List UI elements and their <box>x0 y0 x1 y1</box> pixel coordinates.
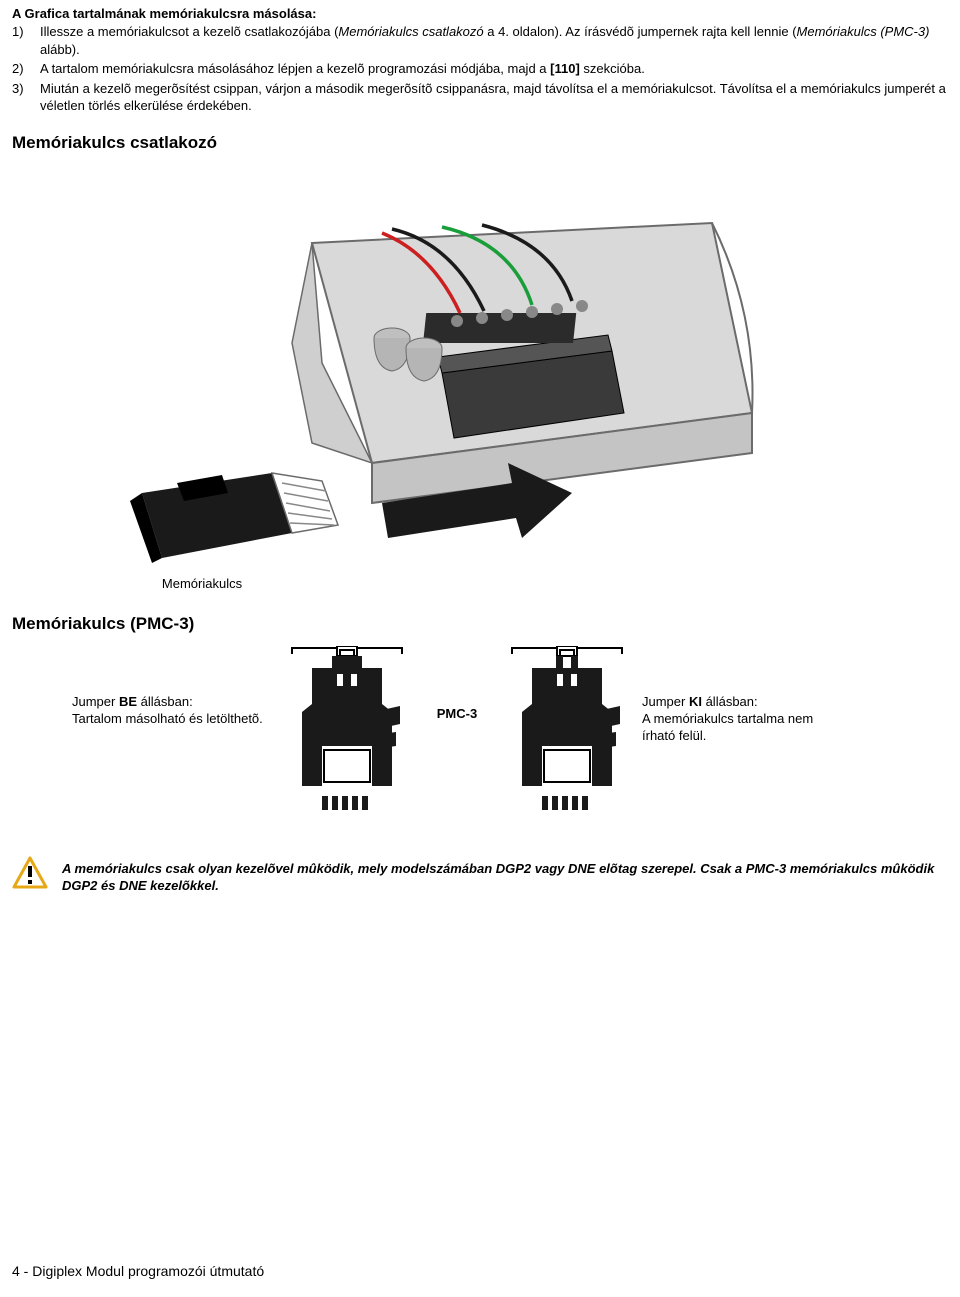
pin-slot <box>337 674 343 686</box>
screw <box>501 309 513 321</box>
text-fragment: állásban: <box>137 694 193 709</box>
pmc-body <box>302 656 400 786</box>
section-heading-connector: Memóriakulcs csatlakozó <box>12 133 948 153</box>
step-text: Illessze a memóriakulcsot a kezelõ csatl… <box>40 23 948 58</box>
connector-diagram: Memóriakulcs <box>12 163 948 596</box>
warning-icon <box>12 856 48 890</box>
pmc-top <box>532 668 602 704</box>
pmc-inner <box>544 750 590 782</box>
pin <box>322 796 328 810</box>
text-italic: Memóriakulcs csatlakozó <box>338 24 483 39</box>
pmc-left-line1: Jumper BE állásban: <box>72 694 272 711</box>
warning-bang-dot <box>28 880 32 884</box>
pmc-notch-r2 <box>382 732 396 748</box>
text-fragment: A tartalom memóriakulcsra másolásához lé… <box>40 61 550 76</box>
step-3: 3) Miután a kezelõ megerõsítést csippan,… <box>12 80 948 115</box>
text-bold: KI <box>689 694 702 709</box>
pin-slot <box>557 674 563 686</box>
step-1: 1) Illessze a memóriakulcsot a kezelõ cs… <box>12 23 948 58</box>
text-fragment: Jumper <box>642 694 689 709</box>
pmc-left-text: Jumper BE állásban: Tartalom másolható é… <box>72 646 272 728</box>
jumper-on <box>332 656 362 676</box>
screw <box>451 315 463 327</box>
memory-key <box>130 473 338 563</box>
screw <box>476 312 488 324</box>
page-title: A Grafica tartalmának memóriakulcsra más… <box>12 6 948 21</box>
bracket-left <box>512 648 557 654</box>
bracket-top <box>292 646 402 656</box>
screw <box>551 303 563 315</box>
pin <box>562 796 568 810</box>
pin <box>352 796 358 810</box>
pmc-right-line1: Jumper KI állásban: <box>642 694 842 711</box>
text-fragment: a 4. oldalon). Az írásvédõ jumpernek raj… <box>484 24 797 39</box>
connector-svg: Memóriakulcs <box>12 163 772 593</box>
pin <box>582 796 588 810</box>
pmc-inner <box>324 750 370 782</box>
pin <box>552 796 558 810</box>
bracket-right <box>577 648 622 654</box>
pmc-left-line2: Tartalom másolható és letölthetõ. <box>72 711 272 728</box>
step-2: 2) A tartalom memóriakulcsra másolásához… <box>12 60 948 78</box>
pmc-left-svg <box>282 646 412 826</box>
text-fragment: állásban: <box>702 694 758 709</box>
text-fragment: szekcióba. <box>580 61 645 76</box>
screw <box>526 306 538 318</box>
text-italic: Memóriakulcs (PMC-3) <box>797 24 930 39</box>
pin <box>362 796 368 810</box>
step-number: 1) <box>12 23 40 58</box>
screw <box>576 300 588 312</box>
step-number: 3) <box>12 80 40 115</box>
pin-exposed <box>571 656 578 672</box>
section-heading-pmc3: Memóriakulcs (PMC-3) <box>12 614 948 634</box>
pin-slot <box>571 674 577 686</box>
bracket-left <box>292 648 337 654</box>
pmc-right-text: Jumper KI állásban: A memóriakulcs tarta… <box>642 646 842 745</box>
pmc-center-label: PMC-3 <box>422 646 492 721</box>
pmc-right-line2: A memóriakulcs tartalma nem írható felül… <box>642 711 842 745</box>
pmc-row: Jumper BE állásban: Tartalom másolható é… <box>12 646 948 826</box>
text-fragment: Illessze a memóriakulcsot a kezelõ csatl… <box>40 24 338 39</box>
pin-slot <box>351 674 357 686</box>
page-footer: 4 - Digiplex Modul programozói útmutató <box>12 1263 264 1279</box>
text-fragment: alább). <box>40 42 80 57</box>
pmc-body <box>522 656 620 786</box>
text-bold: [110] <box>550 61 580 76</box>
pin <box>342 796 348 810</box>
step-text: Miután a kezelõ megerõsítést csippan, vá… <box>40 80 948 115</box>
text-fragment: Jumper <box>72 694 119 709</box>
step-number: 2) <box>12 60 40 78</box>
pin-exposed <box>556 656 563 672</box>
warning-bang-bar <box>28 866 32 877</box>
bottom-pins <box>542 796 588 810</box>
bottom-pins <box>322 796 368 810</box>
warning-block: A memóriakulcs csak olyan kezelõvel mûkö… <box>12 856 948 895</box>
pin <box>542 796 548 810</box>
memory-key-label: Memóriakulcs <box>162 576 243 591</box>
pin <box>332 796 338 810</box>
pin <box>572 796 578 810</box>
bracket-top <box>512 646 622 656</box>
pmc-notch-r2 <box>602 732 616 748</box>
pmc-right-svg <box>502 646 632 826</box>
bracket-right <box>357 648 402 654</box>
step-text: A tartalom memóriakulcsra másolásához lé… <box>40 60 948 78</box>
text-bold: BE <box>119 694 137 709</box>
terminal-block <box>423 313 576 343</box>
warning-text: A memóriakulcs csak olyan kezelõvel mûkö… <box>62 856 948 895</box>
